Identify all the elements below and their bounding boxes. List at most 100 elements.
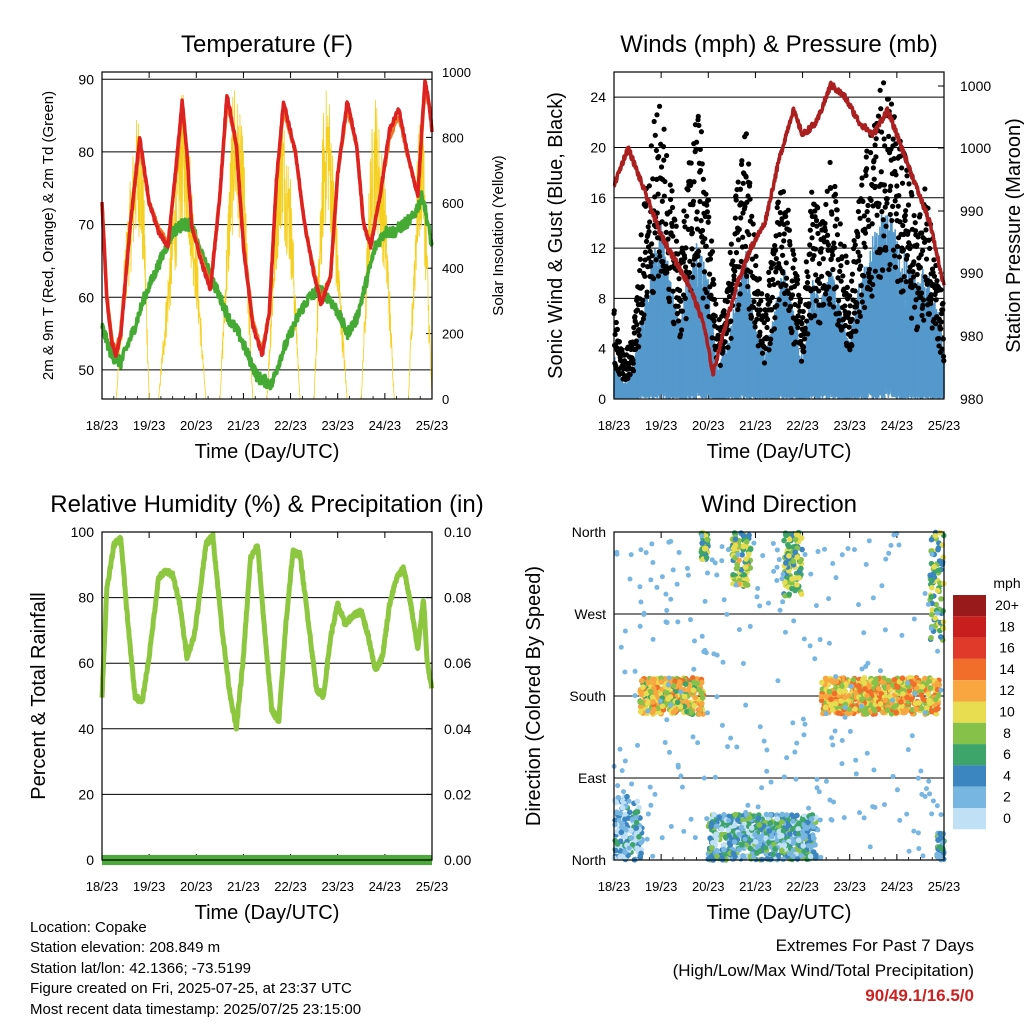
direction-point xyxy=(748,825,755,831)
gust-point xyxy=(677,332,684,338)
direction-point xyxy=(681,693,688,700)
x-tick-label-3-7: 25/23 xyxy=(928,879,961,894)
gust-point xyxy=(682,295,688,301)
gust-point xyxy=(740,180,746,186)
gust-point xyxy=(703,243,709,249)
x-tick-label-2-6: 24/23 xyxy=(369,879,402,894)
gust-point xyxy=(779,244,785,250)
direction-point xyxy=(676,679,683,686)
direction-point xyxy=(752,839,759,845)
direction-point xyxy=(811,835,817,842)
direction-point xyxy=(711,811,717,818)
gust-point xyxy=(835,275,841,281)
gust-point xyxy=(830,304,837,310)
gust-point xyxy=(832,245,838,251)
gust-point xyxy=(896,192,902,199)
gust-point xyxy=(636,344,642,350)
gust-point xyxy=(827,301,833,307)
direction-point xyxy=(638,839,644,846)
gust-point xyxy=(816,288,822,294)
gust-point xyxy=(733,193,739,199)
gust-point xyxy=(938,326,944,332)
direction-point xyxy=(767,811,774,818)
direction-point xyxy=(649,676,656,683)
direction-point xyxy=(798,565,804,572)
gust-point xyxy=(693,216,699,222)
gust-point xyxy=(696,262,702,268)
gust-point xyxy=(843,253,849,259)
direction-point xyxy=(722,851,729,858)
gust-point xyxy=(904,253,910,259)
direction-point xyxy=(696,711,703,717)
gust-point xyxy=(681,208,687,214)
direction-point xyxy=(662,675,668,682)
gust-point xyxy=(865,217,871,223)
panel-frame-rh xyxy=(101,531,433,861)
y2-tick-label-temp-4: 800 xyxy=(442,130,464,145)
gust-point xyxy=(695,113,701,120)
gust-point xyxy=(868,197,874,203)
gust-point xyxy=(752,324,758,330)
gust-point xyxy=(634,321,640,328)
gust-point xyxy=(690,198,697,204)
gust-point xyxy=(875,113,882,119)
y2-tick-label-temp-0: 0 xyxy=(442,392,449,407)
y-tick-label-temp-3: 80 xyxy=(78,144,94,160)
gust-point xyxy=(687,258,693,264)
direction-point xyxy=(786,591,793,598)
x-tick-label-0-4: 22/23 xyxy=(274,418,307,433)
gust-point xyxy=(627,372,633,378)
gust-point xyxy=(840,273,846,279)
direction-point xyxy=(736,846,742,853)
direction-point xyxy=(790,839,797,845)
gust-point xyxy=(764,316,771,323)
y-tick-label-dir-2: South xyxy=(569,688,606,704)
gust-point xyxy=(672,217,678,223)
gust-point xyxy=(912,282,918,289)
gust-point xyxy=(695,253,701,259)
gust-point xyxy=(688,226,695,232)
direction-point xyxy=(682,681,689,687)
gust-point xyxy=(825,242,832,248)
gust-point xyxy=(862,244,868,250)
gust-point xyxy=(636,332,642,338)
gust-point xyxy=(892,198,898,204)
gust-point xyxy=(740,234,746,240)
gust-point xyxy=(835,298,842,304)
gust-point xyxy=(614,326,620,332)
gust-point xyxy=(897,153,904,159)
gust-point xyxy=(748,269,754,275)
direction-point xyxy=(807,853,814,860)
direction-point xyxy=(740,543,747,550)
gust-point xyxy=(921,317,927,323)
direction-point xyxy=(689,675,696,681)
gust-point xyxy=(838,278,844,284)
gust-point xyxy=(747,196,753,202)
direction-point xyxy=(766,828,773,834)
gust-point xyxy=(813,298,819,304)
gust-point xyxy=(707,284,713,290)
gust-point xyxy=(886,133,892,139)
direction-point xyxy=(756,834,763,841)
gust-point xyxy=(869,293,875,299)
direction-point xyxy=(933,711,940,717)
direction-point xyxy=(747,845,754,852)
gust-point xyxy=(753,262,759,269)
direction-point xyxy=(727,842,734,848)
gust-point xyxy=(785,290,792,296)
gust-point xyxy=(820,256,826,262)
gust-point xyxy=(787,242,793,248)
gust-point xyxy=(783,260,789,266)
gust-point xyxy=(710,276,716,283)
gust-point xyxy=(775,280,781,286)
gust-point xyxy=(653,257,659,263)
gust-point xyxy=(815,230,821,237)
y-tick-label-temp-1: 60 xyxy=(78,289,94,305)
direction-point xyxy=(637,854,644,861)
gust-point xyxy=(805,273,811,280)
direction-point xyxy=(746,814,753,821)
y2-tick-label-wind-3: 990 xyxy=(960,203,984,219)
x-tick-label-2-2: 20/23 xyxy=(180,879,213,894)
gust-point xyxy=(727,249,733,256)
direction-point xyxy=(622,816,628,823)
